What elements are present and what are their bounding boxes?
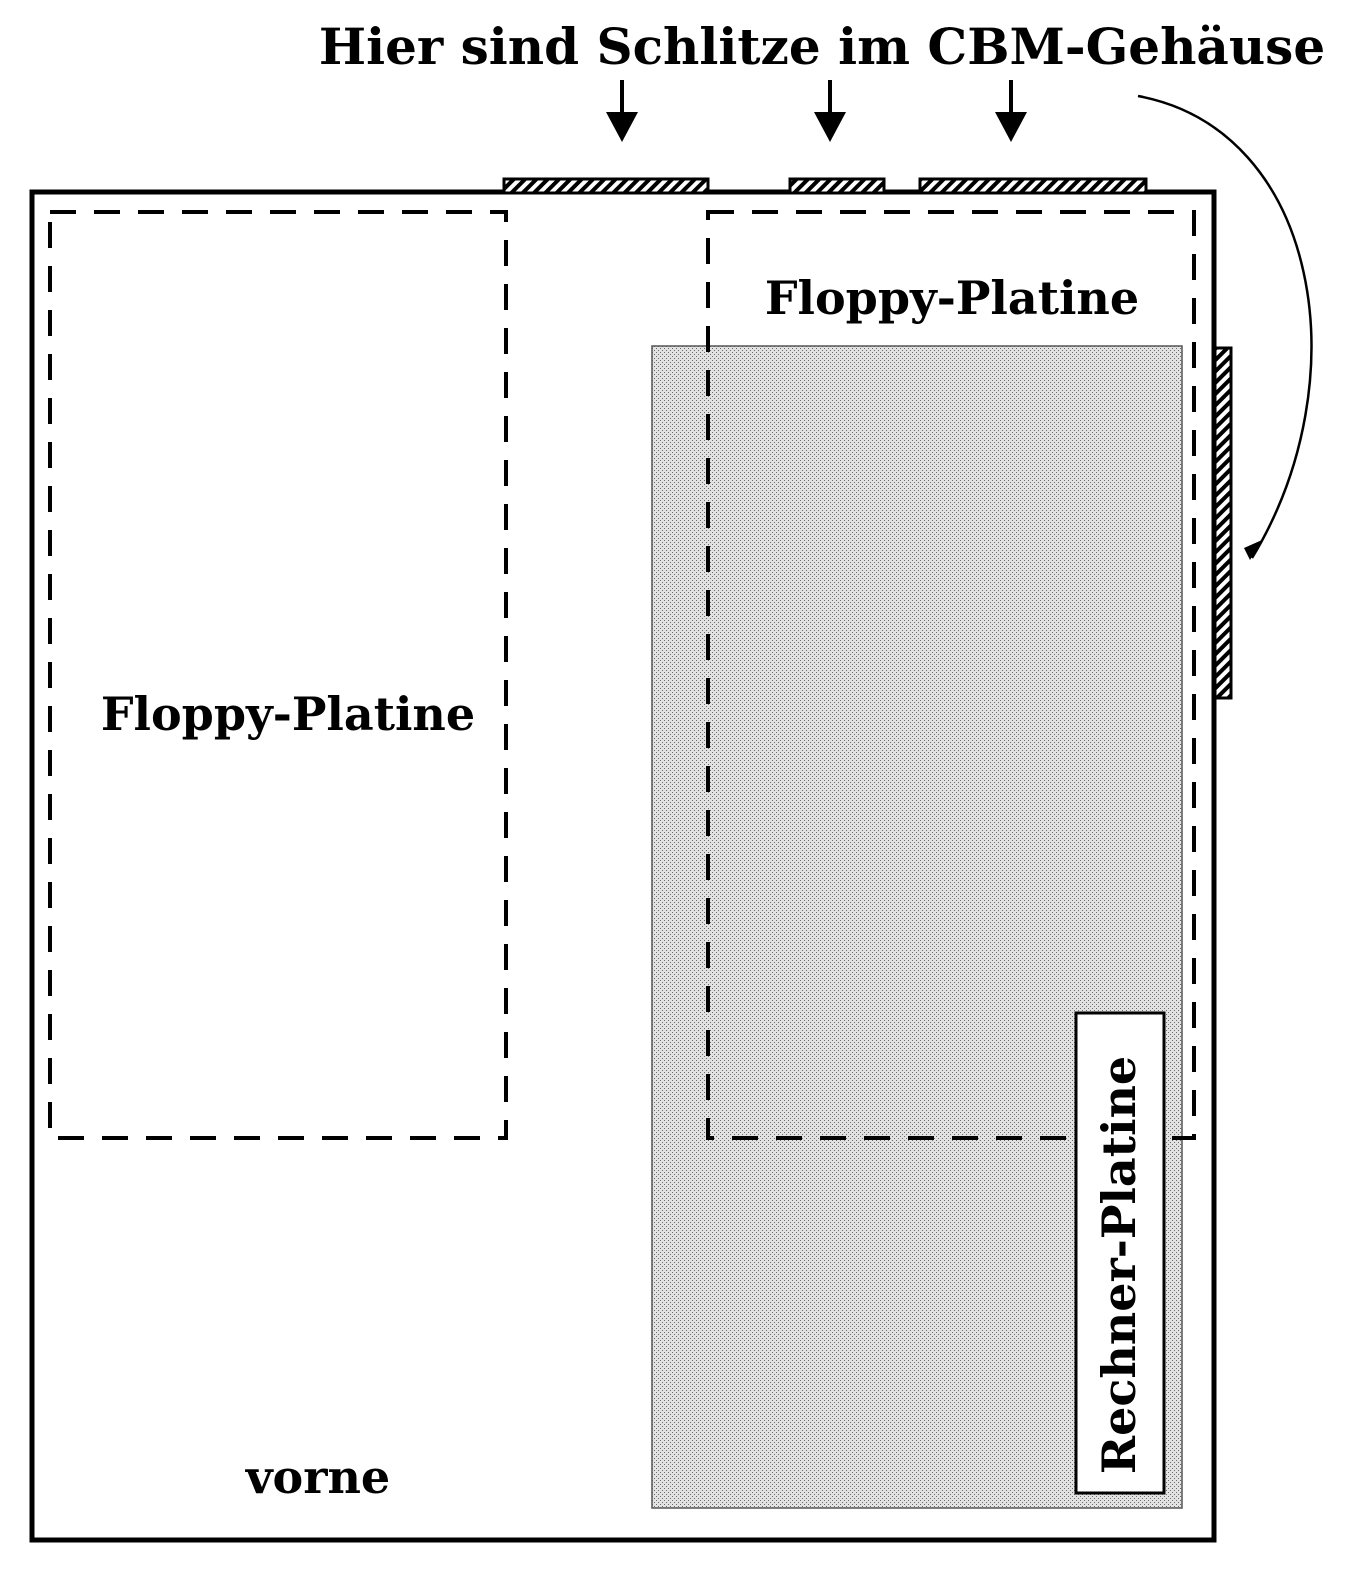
slot-arrow-3 <box>995 80 1027 142</box>
side-slot-arrowhead <box>1244 540 1262 560</box>
floppy-board-left-label: Floppy-Platine <box>101 687 475 741</box>
floppy-board-right <box>706 210 1196 1140</box>
computer-board-label-box <box>1074 1011 1166 1495</box>
front-label: vorne <box>245 1450 390 1504</box>
slot-arrow-2 <box>814 80 846 142</box>
computer-board-label: Rechner-Platine <box>1092 1056 1146 1474</box>
slot-arrow-1 <box>606 80 638 142</box>
floppy-board-left <box>48 210 508 1140</box>
slot-top-3 <box>918 177 1148 195</box>
slot-top-2 <box>788 177 886 195</box>
floppy-board-right-label: Floppy-Platine <box>765 271 1139 325</box>
side-slot-arrow <box>1137 94 1313 559</box>
slots-caption: Hier sind Schlitze im CBM-Gehäuse <box>319 17 1325 76</box>
slot-side <box>1213 346 1233 700</box>
slot-top-1 <box>502 177 710 195</box>
